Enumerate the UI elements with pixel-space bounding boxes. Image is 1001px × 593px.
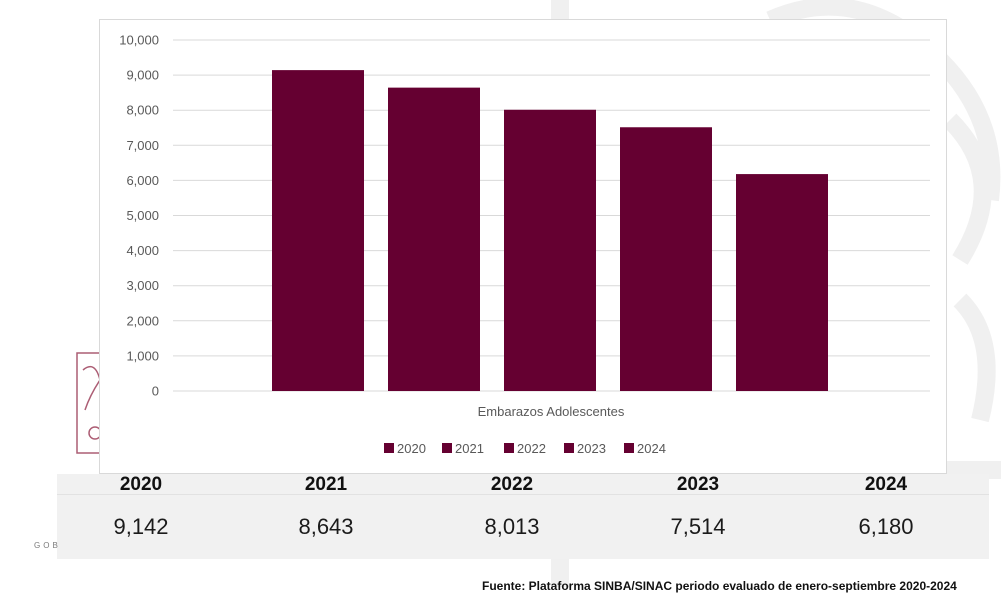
bars [272,70,828,392]
y-tick-label: 5,000 [126,208,159,223]
legend-item-2021: 2021 [442,441,484,456]
chart-card: 0 1,000 2,000 3,000 4,000 5,000 6,000 7,000 8,00… [99,19,947,474]
legend-label: 2020 [397,441,426,456]
bar-2024 [736,174,828,391]
table-header-2020: 2020 [119,474,163,495]
table-header-divider [57,494,989,495]
table-header-2024: 2024 [864,474,908,495]
legend-swatch [564,443,574,453]
legend: 2020 2021 2022 2023 2024 [384,441,666,456]
table-cell-2022: 8,013 [484,514,540,539]
legend-swatch [504,443,514,453]
bar-chart: 0 1,000 2,000 3,000 4,000 5,000 6,000 7,000 8,00… [119,33,930,456]
y-tick-label: 4,000 [126,243,159,258]
bar-2022 [504,109,596,391]
table-cell-2021: 8,643 [298,514,354,539]
legend-item-2024: 2024 [624,441,666,456]
y-tick-label: 2,000 [126,313,159,328]
legend-item-2020: 2020 [384,441,426,456]
legend-swatch [624,443,634,453]
y-tick-label: 7,000 [126,138,159,153]
table-cell-2023: 7,514 [670,514,726,539]
legend-label: 2024 [637,441,666,456]
y-tick-label: 3,000 [126,278,159,293]
y-axis-ticks: 0 1,000 2,000 3,000 4,000 5,000 6,000 7,000 8,00… [119,33,159,399]
bar-2023 [620,127,712,391]
government-label: GOB [34,541,61,550]
y-tick-label: 0 [152,384,159,399]
y-tick-label: 1,000 [126,348,159,363]
legend-item-2023: 2023 [564,441,606,456]
legend-label: 2023 [577,441,606,456]
legend-item-2022: 2022 [504,441,546,456]
table-header-2021: 2021 [304,474,348,495]
legend-swatch [442,443,452,453]
x-axis-label: Embarazos Adolescentes [478,404,625,419]
data-table [57,474,989,559]
table-cell-2020: 9,142 [113,514,169,539]
y-tick-label: 10,000 [119,33,159,48]
bar-2021 [388,87,480,391]
table-header-2022: 2022 [490,474,534,495]
table-header-2023: 2023 [676,474,720,495]
table-cell-2024: 6,180 [858,514,914,539]
source-footnote: Fuente: Plataforma SINBA/SINAC periodo e… [482,579,957,593]
y-tick-label: 8,000 [126,103,159,118]
y-tick-label: 9,000 [126,68,159,83]
legend-swatch [384,443,394,453]
bar-2020 [272,70,364,392]
legend-label: 2021 [455,441,484,456]
legend-label: 2022 [517,441,546,456]
y-tick-label: 6,000 [126,173,159,188]
